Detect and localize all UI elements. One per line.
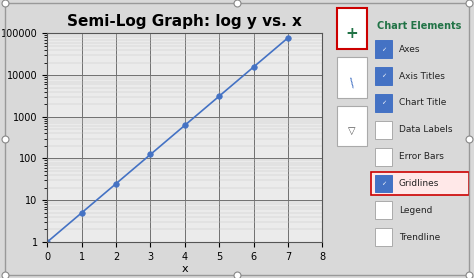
FancyBboxPatch shape <box>375 202 392 219</box>
Text: Error Bars: Error Bars <box>399 152 444 161</box>
Text: Axis Titles: Axis Titles <box>399 72 445 81</box>
Text: Data Labels: Data Labels <box>399 125 452 134</box>
Title: Semi-Log Graph: log y vs. x: Semi-Log Graph: log y vs. x <box>67 14 302 29</box>
Text: Trendline: Trendline <box>399 233 440 242</box>
Text: Chart Title: Chart Title <box>399 98 446 108</box>
Text: ✓: ✓ <box>381 74 386 79</box>
Text: Legend: Legend <box>399 206 432 215</box>
Text: ✓: ✓ <box>381 181 386 186</box>
FancyBboxPatch shape <box>337 57 367 98</box>
Text: Gridlines: Gridlines <box>399 179 439 188</box>
X-axis label: x: x <box>182 264 188 274</box>
Text: Axes: Axes <box>399 45 420 54</box>
FancyBboxPatch shape <box>375 228 392 246</box>
FancyBboxPatch shape <box>375 40 392 58</box>
Text: ▽: ▽ <box>348 126 356 136</box>
Text: /: / <box>347 76 357 89</box>
Text: ✓: ✓ <box>381 47 386 52</box>
FancyBboxPatch shape <box>375 67 392 85</box>
FancyBboxPatch shape <box>375 175 392 192</box>
FancyBboxPatch shape <box>337 8 367 49</box>
Text: ✓: ✓ <box>381 100 386 105</box>
FancyBboxPatch shape <box>375 94 392 112</box>
Text: Chart Elements: Chart Elements <box>377 21 462 31</box>
FancyBboxPatch shape <box>375 148 392 166</box>
FancyBboxPatch shape <box>371 172 469 195</box>
Text: +: + <box>346 26 358 41</box>
FancyBboxPatch shape <box>375 121 392 139</box>
FancyBboxPatch shape <box>337 106 367 147</box>
